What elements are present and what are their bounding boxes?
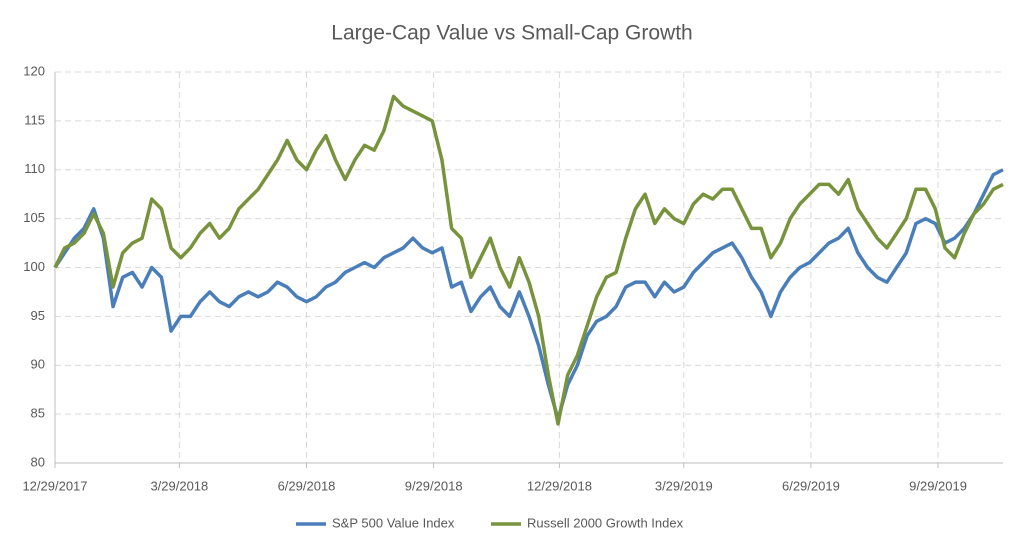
x-tick-label: 6/29/2019 (782, 478, 840, 493)
y-tick-label: 85 (31, 406, 45, 421)
x-tick-label: 9/29/2018 (405, 478, 463, 493)
x-tick-label: 12/29/2017 (22, 478, 87, 493)
y-tick-label: 110 (24, 161, 45, 176)
legend-label: S&P 500 Value Index (332, 515, 455, 530)
series-line (53, 168, 1004, 421)
y-tick-label: 115 (24, 112, 45, 127)
x-tick-label: 3/29/2019 (655, 478, 713, 493)
x-tick-label: 9/29/2019 (909, 478, 967, 493)
series-line (53, 94, 1004, 426)
y-tick-label: 80 (31, 454, 45, 469)
x-tick-label: 6/29/2018 (278, 478, 336, 493)
y-tick-label: 100 (23, 259, 45, 274)
x-tick-label: 3/29/2018 (150, 478, 208, 493)
chart-title: Large-Cap Value vs Small-Cap Growth (331, 22, 692, 45)
legend-label: Russell 2000 Growth Index (527, 515, 684, 530)
y-tick-label: 120 (23, 63, 45, 78)
y-tick-label: 105 (23, 210, 45, 225)
y-tick-label: 90 (31, 357, 45, 372)
y-tick-label: 95 (31, 308, 45, 323)
x-tick-label: 12/29/2018 (527, 478, 592, 493)
